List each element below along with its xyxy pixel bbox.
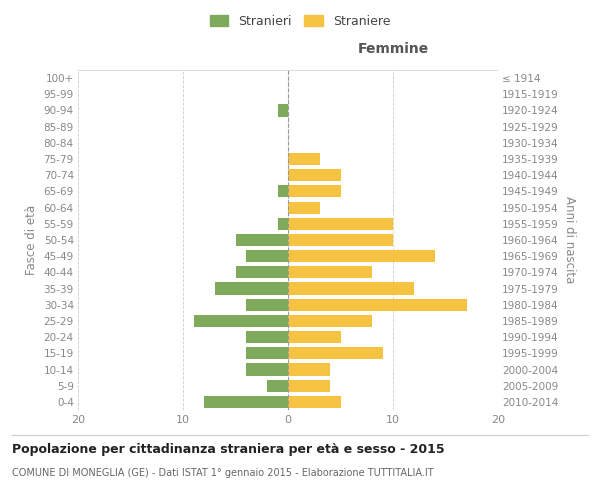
- Bar: [246, 331, 288, 343]
- Text: Popolazione per cittadinanza straniera per età e sesso - 2015: Popolazione per cittadinanza straniera p…: [12, 442, 445, 456]
- Bar: [235, 234, 288, 246]
- Bar: [204, 396, 288, 408]
- Y-axis label: Fasce di età: Fasce di età: [25, 205, 38, 275]
- Bar: [246, 298, 288, 311]
- Bar: [288, 153, 320, 165]
- Bar: [288, 364, 330, 376]
- Bar: [277, 218, 288, 230]
- Bar: [235, 266, 288, 278]
- Bar: [267, 380, 288, 392]
- Bar: [288, 266, 372, 278]
- Bar: [288, 380, 330, 392]
- Bar: [277, 186, 288, 198]
- Bar: [246, 250, 288, 262]
- Bar: [246, 348, 288, 360]
- Bar: [288, 298, 467, 311]
- Bar: [288, 282, 414, 294]
- Bar: [288, 218, 393, 230]
- Bar: [288, 202, 320, 213]
- Legend: Stranieri, Straniere: Stranieri, Straniere: [206, 11, 394, 32]
- Bar: [288, 250, 435, 262]
- Bar: [288, 186, 341, 198]
- Bar: [288, 169, 341, 181]
- Text: Femmine: Femmine: [358, 42, 428, 56]
- Bar: [193, 315, 288, 327]
- Bar: [246, 364, 288, 376]
- Text: COMUNE DI MONEGLIA (GE) - Dati ISTAT 1° gennaio 2015 - Elaborazione TUTTITALIA.I: COMUNE DI MONEGLIA (GE) - Dati ISTAT 1° …: [12, 468, 434, 477]
- Bar: [288, 396, 341, 408]
- Bar: [215, 282, 288, 294]
- Bar: [288, 348, 383, 360]
- Bar: [288, 331, 341, 343]
- Bar: [288, 234, 393, 246]
- Bar: [277, 104, 288, 117]
- Y-axis label: Anni di nascita: Anni di nascita: [563, 196, 575, 284]
- Bar: [288, 315, 372, 327]
